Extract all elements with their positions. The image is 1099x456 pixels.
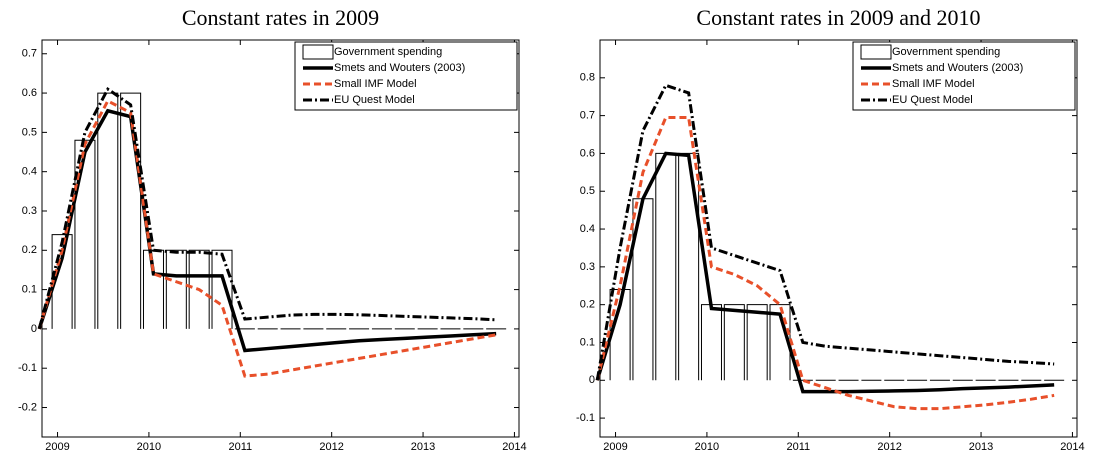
x-tick-label: 2010 <box>137 441 161 453</box>
y-tick-label: 0.6 <box>22 87 37 99</box>
y-tick-label: -0.1 <box>18 362 37 374</box>
x-tick-label: 2013 <box>411 441 435 453</box>
y-tick-label: 0.8 <box>580 72 595 84</box>
chart-panel: Constant rates in 2009 and 2010 -0.1 0 0.1 0… <box>576 5 1085 453</box>
y-tick-label: 0.5 <box>580 185 595 197</box>
legend-label: Government spending <box>334 46 442 58</box>
bar <box>97 92 119 329</box>
x-tick-label: 2014 <box>502 441 526 453</box>
legend-label: EU Quest Model <box>334 94 415 106</box>
chart-title: Constant rates in 2009 <box>182 5 379 30</box>
bar <box>165 249 187 329</box>
x-tick-label: 2012 <box>319 441 343 453</box>
legend-label: Small IMF Model <box>334 78 417 90</box>
y-tick-label: 0.1 <box>22 284 37 296</box>
y-tick-label: -0.2 <box>18 401 37 413</box>
series-line <box>595 83 1055 381</box>
y-tick-label: 0.4 <box>22 166 37 178</box>
y-tick-label: 0.3 <box>580 261 595 273</box>
x-tick-label: 2014 <box>1060 441 1084 453</box>
plot-frame <box>41 39 520 438</box>
x-tick-label: 2009 <box>45 441 69 453</box>
bar <box>700 304 722 381</box>
legend-label: EU Quest Model <box>892 94 973 106</box>
bar <box>678 152 700 381</box>
x-tick-label: 2009 <box>603 441 627 453</box>
legend-swatch <box>860 44 892 60</box>
y-tick-label: -0.1 <box>576 412 595 424</box>
y-tick-label: 0.5 <box>22 126 37 138</box>
series-line <box>37 98 497 378</box>
legend-label: Government spending <box>892 46 1000 58</box>
y-tick-label: 0.2 <box>580 299 595 311</box>
series-line <box>595 151 1055 394</box>
x-tick-label: 2011 <box>786 441 810 453</box>
y-tick-label: 0 <box>31 323 37 335</box>
y-tick-label: 0.3 <box>22 205 37 217</box>
x-tick-label: 2011 <box>228 441 252 453</box>
bar <box>211 249 233 329</box>
bar <box>746 304 768 381</box>
y-tick-label: 0.1 <box>580 336 595 348</box>
chart-title: Constant rates in 2009 and 2010 <box>696 5 980 30</box>
y-tick-label: 0.2 <box>22 244 37 256</box>
series-line <box>37 86 497 330</box>
chart-panel: Constant rates in 2009 -0.2 -0.1 0 0.1 0.2 0.3… <box>18 5 527 453</box>
legend-label: Small IMF Model <box>892 78 975 90</box>
y-tick-label: 0.4 <box>580 223 595 235</box>
y-tick-label: 0.7 <box>580 110 595 122</box>
x-tick-label: 2010 <box>695 441 719 453</box>
bar <box>723 304 745 381</box>
legend-swatch <box>302 44 334 60</box>
bar <box>74 139 96 329</box>
plot-frame <box>599 39 1078 438</box>
bar <box>655 152 677 381</box>
y-tick-label: 0 <box>589 374 595 386</box>
y-tick-label: 0.7 <box>22 48 37 60</box>
x-tick-label: 2013 <box>969 441 993 453</box>
x-tick-label: 2012 <box>877 441 901 453</box>
y-tick-label: 0.6 <box>580 147 595 159</box>
series-line <box>37 108 497 353</box>
legend-label: Smets and Wouters (2003) <box>892 62 1023 74</box>
series-line <box>595 116 1055 411</box>
legend-label: Smets and Wouters (2003) <box>334 62 465 74</box>
